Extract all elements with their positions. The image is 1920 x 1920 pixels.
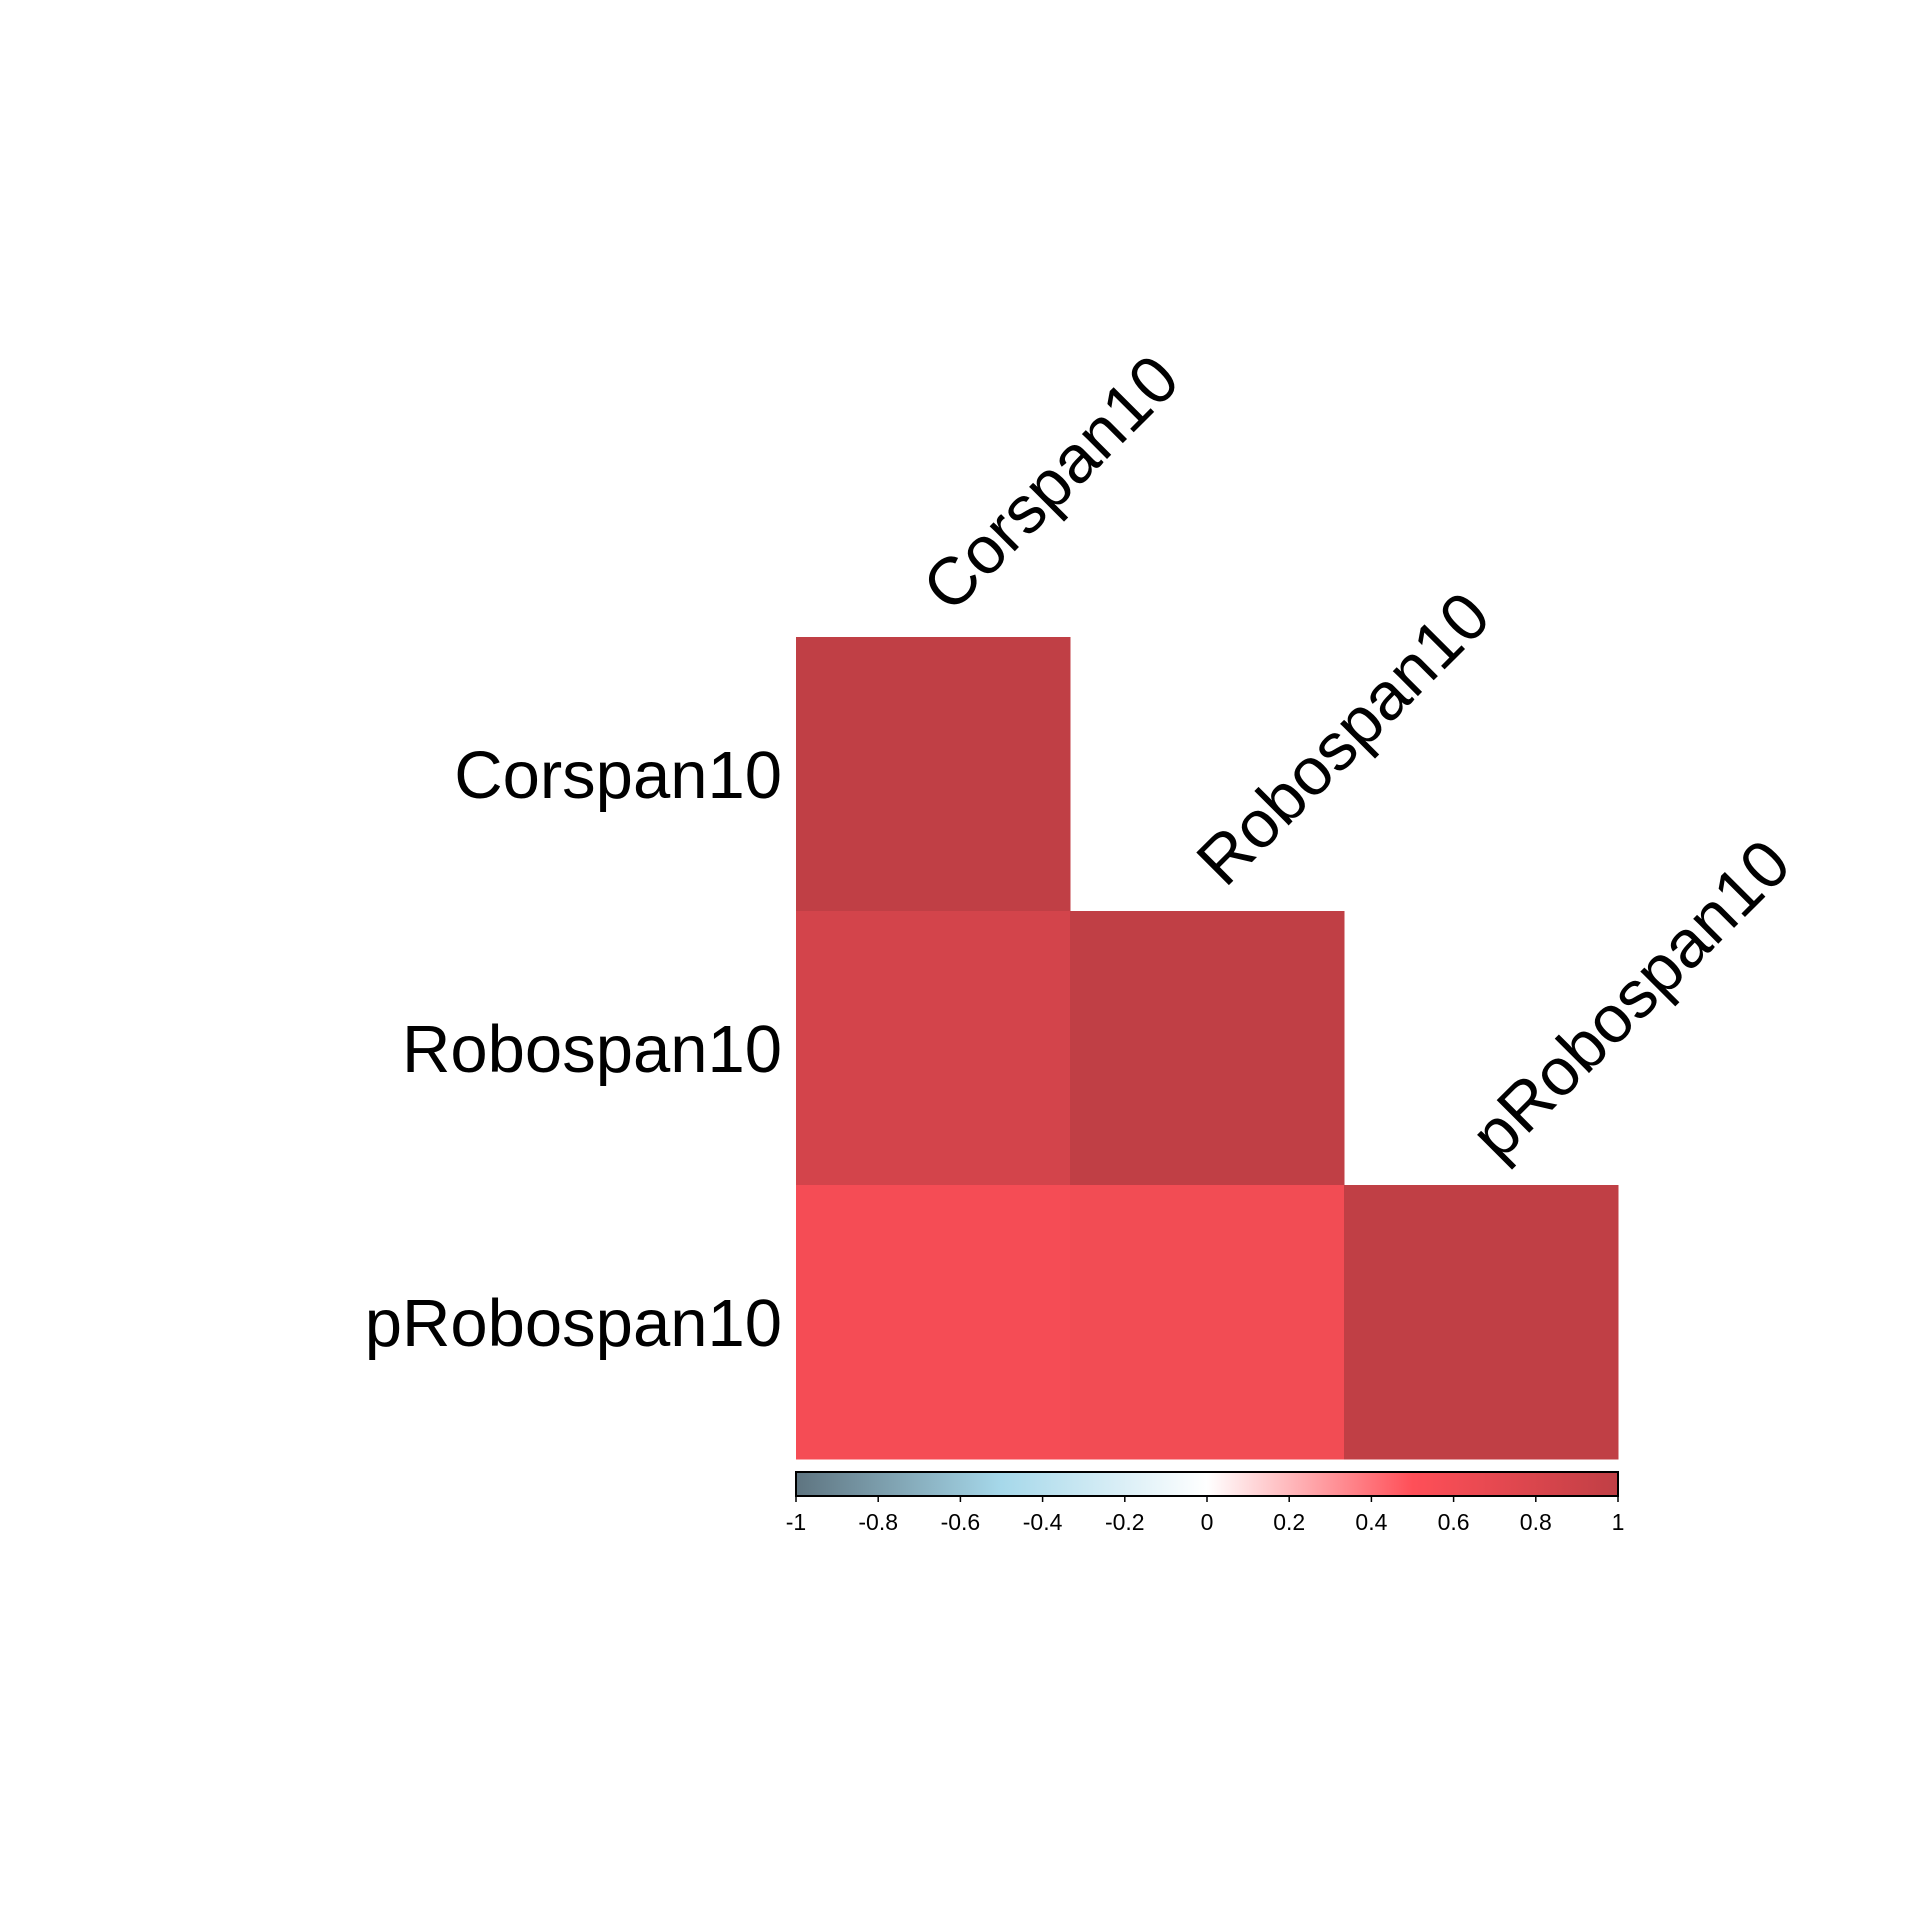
column-label: Robospan10 (1183, 578, 1505, 900)
colorbar-tick-label: 0.6 (1438, 1509, 1470, 1535)
colorbar-gradient (795, 1471, 1619, 1497)
colorbar-tick-label: -1 (786, 1509, 806, 1535)
heatmap-cells (796, 637, 1619, 1460)
colorbar-tick-label: -0.2 (1105, 1509, 1145, 1535)
colorbar-tick-label: -0.8 (858, 1509, 898, 1535)
colorbar-tick-label: 0 (1201, 1509, 1214, 1535)
colorbar: -1 -0.8 -0.6 -0.4 -0.2 0 0.2 0.4 0.6 0.8 1 (786, 1471, 1625, 1535)
heatmap-cell-Robospan10-Corspan10 (796, 911, 1071, 1186)
colorbar-tick-label: -0.4 (1023, 1509, 1063, 1535)
heatmap-cell-pRobospan10-pRobospan10 (1344, 1185, 1619, 1460)
row-label: Robospan10 (402, 1012, 782, 1087)
colorbar-tick-label: 1 (1612, 1509, 1625, 1535)
heatmap-cell-Robospan10-Robospan10 (1070, 911, 1345, 1186)
colorbar-tick-label: 0.2 (1273, 1509, 1305, 1535)
colorbar-tick-label: 0.4 (1355, 1509, 1387, 1535)
row-label: Corspan10 (454, 738, 782, 813)
row-label: pRobospan10 (365, 1286, 782, 1361)
column-label: pRobospan10 (1457, 826, 1805, 1174)
heatmap-cell-pRobospan10-Robospan10 (1070, 1185, 1345, 1460)
colorbar-tick-label: 0.8 (1520, 1509, 1552, 1535)
heatmap-cell-pRobospan10-Corspan10 (796, 1185, 1071, 1460)
heatmap-cell-Corspan10-Corspan10 (796, 637, 1071, 912)
row-labels: Corspan10 Robospan10 pRobospan10 (365, 738, 782, 1361)
column-label: Corspan10 (909, 341, 1194, 626)
colorbar-tick-label: -0.6 (941, 1509, 981, 1535)
